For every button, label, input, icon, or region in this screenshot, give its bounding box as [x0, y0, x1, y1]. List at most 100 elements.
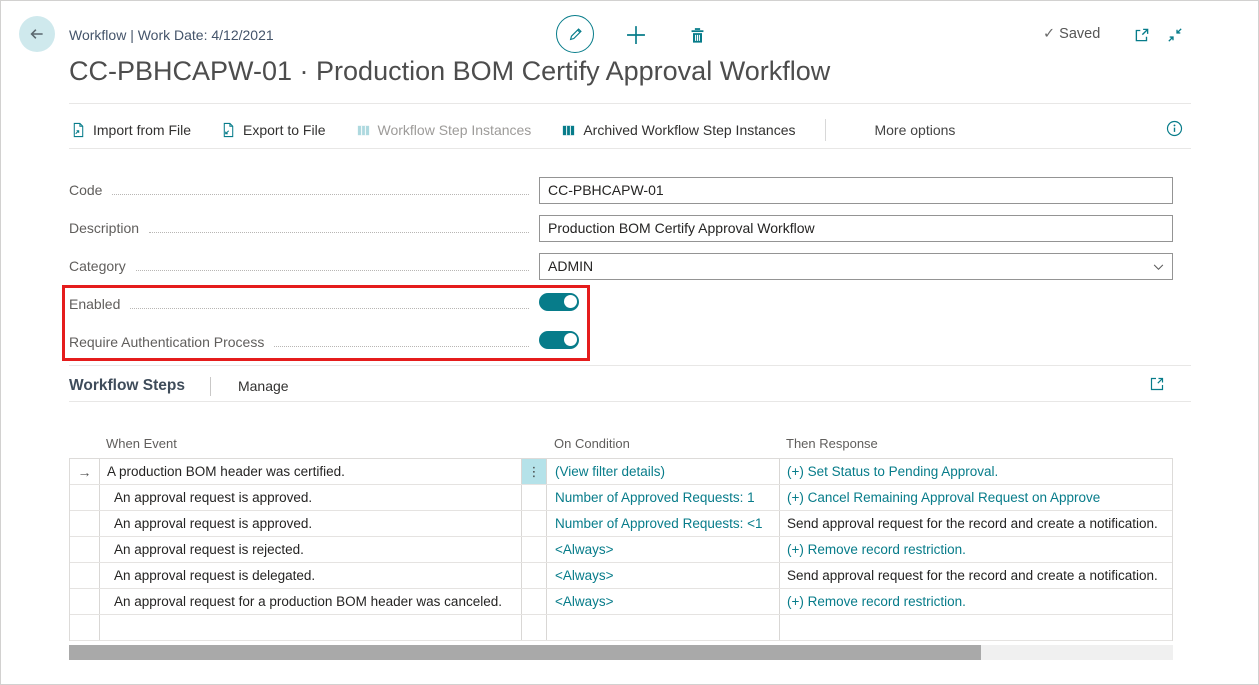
back-arrow-icon	[28, 25, 46, 43]
section-divider	[209, 376, 211, 396]
info-button[interactable]	[1166, 120, 1183, 137]
cell-then-response[interactable]: Send approval request for the record and…	[787, 516, 1158, 531]
dotted-leader	[149, 231, 529, 233]
divider	[69, 148, 1191, 149]
dotted-leader	[112, 193, 529, 195]
cell-on-condition[interactable]: Number of Approved Requests: <1	[547, 511, 780, 536]
table-row[interactable]: An approval request is rejected. <Always…	[70, 537, 1172, 563]
cell-then-response[interactable]: (+) Remove record restriction.	[787, 594, 966, 609]
category-select[interactable]	[539, 252, 1173, 280]
cell-when-event[interactable]: An approval request for a production BOM…	[100, 589, 522, 614]
manage-button[interactable]: Manage	[237, 378, 289, 394]
grid-body: → A production BOM header was certified.…	[69, 458, 1173, 641]
enabled-toggle[interactable]	[539, 292, 579, 311]
focus-mode-button[interactable]	[1149, 376, 1165, 392]
cell-then-response[interactable]: Send approval request for the record and…	[787, 568, 1158, 583]
column-header-on-condition[interactable]: On Condition	[554, 436, 630, 451]
table-icon	[356, 123, 371, 138]
table-row[interactable]: An approval request is delegated. <Alway…	[70, 563, 1172, 589]
cell-on-condition[interactable]: <Always>	[547, 589, 780, 614]
cell-on-condition[interactable]: <Always>	[547, 537, 780, 562]
code-input[interactable]	[539, 176, 1173, 204]
check-icon: ✓	[1043, 26, 1056, 42]
edit-button[interactable]	[556, 15, 594, 53]
row-selector-arrow: →	[70, 459, 100, 484]
table-row[interactable]: An approval request is approved. Number …	[70, 511, 1172, 537]
open-in-new-window-icon	[1133, 26, 1151, 44]
grid-header: When Event On Condition Then Response	[69, 431, 1173, 458]
cell-then-response	[780, 615, 1172, 640]
cell-on-condition[interactable]: <Always>	[547, 563, 780, 588]
field-enabled: Enabled	[69, 285, 1173, 323]
table-row[interactable]: An approval request for a production BOM…	[70, 589, 1172, 615]
divider	[69, 401, 1191, 402]
cell-then-response[interactable]: (+) Remove record restriction.	[787, 542, 966, 557]
table-row[interactable]: An approval request is approved. Number …	[70, 485, 1172, 511]
description-label: Description	[69, 220, 140, 236]
divider	[69, 103, 1191, 104]
collapse-button[interactable]	[1164, 24, 1186, 46]
popout-button[interactable]	[1131, 24, 1153, 46]
focus-mode-icon	[1149, 376, 1165, 392]
toggle-knob	[563, 333, 577, 346]
cell-on-condition[interactable]: (View filter details)	[547, 459, 780, 484]
workflow-step-instances-button[interactable]: Workflow Step Instances	[356, 122, 531, 138]
page-caption: Workflow | Work Date: 4/12/2021	[69, 27, 274, 43]
scrollbar-thumb[interactable]	[69, 645, 981, 660]
cell-on-condition	[547, 615, 780, 640]
table-row-empty[interactable]	[70, 615, 1172, 641]
delete-button[interactable]	[682, 20, 712, 50]
category-label: Category	[69, 258, 126, 274]
toggle-knob	[563, 295, 577, 308]
page-title: CC-PBHCAPW-01 · Production BOM Certify A…	[69, 56, 831, 86]
document-export-icon	[221, 122, 236, 138]
archived-workflow-step-instances-button[interactable]: Archived Workflow Step Instances	[561, 122, 795, 138]
horizontal-scrollbar[interactable]	[69, 645, 1173, 660]
cell-on-condition[interactable]: Number of Approved Requests: 1	[547, 485, 780, 510]
dotted-leader	[135, 269, 529, 271]
action-bar: Import from File Export to File Workflow…	[71, 114, 985, 146]
field-require-authentication: Require Authentication Process	[69, 323, 1173, 361]
workflow-steps-header: Workflow Steps Manage	[69, 373, 289, 399]
trash-icon	[688, 26, 707, 45]
table-row[interactable]: → A production BOM header was certified.…	[70, 459, 1172, 485]
workflow-steps-title: Workflow Steps	[69, 377, 185, 394]
cell-when-event[interactable]: An approval request is approved.	[100, 511, 522, 536]
action-bar-divider	[825, 119, 827, 141]
column-header-when-event[interactable]: When Event	[106, 436, 177, 451]
column-header-then-response[interactable]: Then Response	[786, 436, 878, 451]
import-from-file-button[interactable]: Import from File	[71, 122, 191, 138]
description-input[interactable]	[539, 214, 1173, 242]
cell-when-event[interactable]: An approval request is delegated.	[100, 563, 522, 588]
info-icon	[1166, 120, 1183, 137]
cell-then-response[interactable]: (+) Cancel Remaining Approval Request on…	[787, 490, 1101, 505]
ellipsis-icon: ⋮	[527, 464, 541, 479]
more-options-button[interactable]: More options	[874, 122, 956, 138]
plus-icon	[625, 24, 647, 46]
row-ellipsis-button[interactable]: ⋮	[522, 459, 547, 484]
require-authentication-toggle[interactable]	[539, 330, 579, 349]
back-button[interactable]	[19, 16, 55, 52]
cell-then-response[interactable]: (+) Set Status to Pending Approval.	[787, 464, 999, 479]
collapse-arrows-icon	[1166, 26, 1184, 44]
workflow-steps-grid: When Event On Condition Then Response → …	[69, 431, 1173, 641]
dotted-leader	[274, 345, 529, 347]
table-icon	[561, 123, 576, 138]
cell-when-event[interactable]: An approval request is rejected.	[100, 537, 522, 562]
saved-status: ✓ Saved	[1043, 26, 1101, 42]
export-to-file-button[interactable]: Export to File	[221, 122, 326, 138]
enabled-label: Enabled	[69, 296, 121, 312]
new-button[interactable]	[621, 20, 651, 50]
dotted-leader	[130, 307, 529, 309]
general-form: Code Description Category Enabled	[69, 171, 1173, 361]
document-import-icon	[71, 122, 86, 138]
field-code: Code	[69, 171, 1173, 209]
require-authentication-label: Require Authentication Process	[69, 334, 265, 350]
field-category: Category	[69, 247, 1173, 285]
field-description: Description	[69, 209, 1173, 247]
cell-when-event[interactable]: A production BOM header was certified.	[100, 459, 522, 484]
code-label: Code	[69, 182, 103, 198]
divider	[69, 365, 1191, 366]
cell-when-event[interactable]: An approval request is approved.	[100, 485, 522, 510]
